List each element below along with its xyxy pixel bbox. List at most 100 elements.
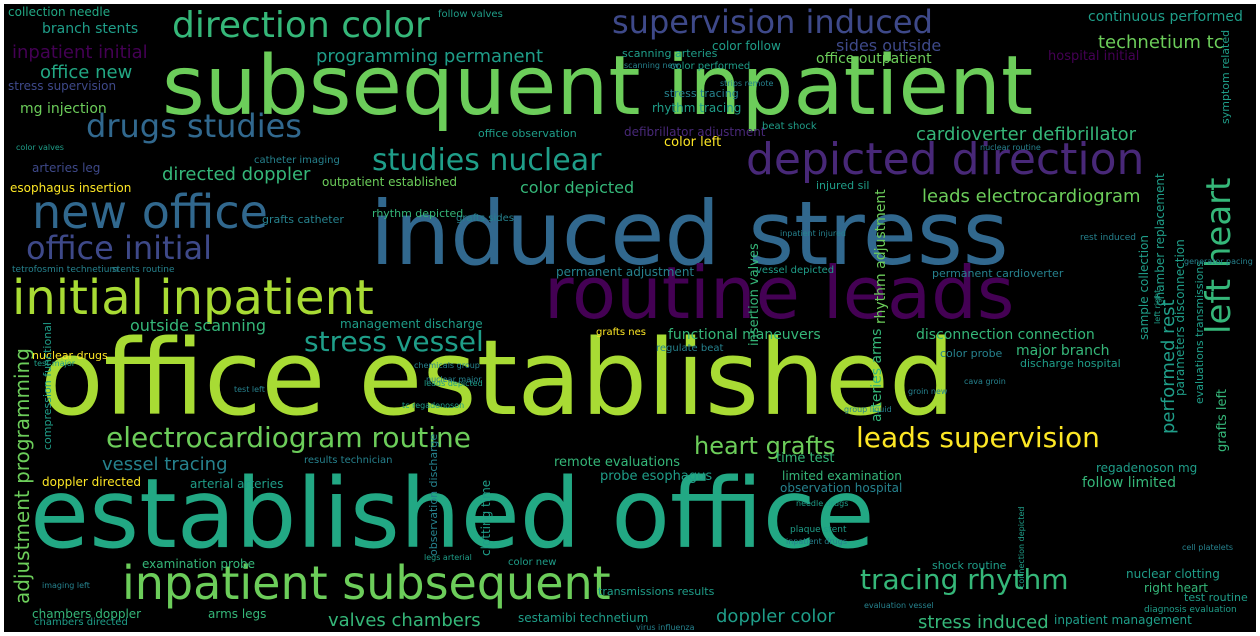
word-stress-induced: stress induced: [918, 612, 1049, 632]
word-color-valves: color valves: [16, 143, 64, 152]
word-rhythm-depicted: rhythm depicted: [372, 207, 464, 220]
word-esophagus-insertion: esophagus insertion: [10, 181, 132, 195]
word-technetium-tc: technetium tc: [1098, 32, 1224, 53]
word-leads-electrocardiogram: leads electrocardiogram: [922, 186, 1141, 207]
word-cava-groin: cava groin: [964, 377, 1006, 386]
word-left-heart: left heart: [1199, 177, 1239, 335]
word-group-liquid: group liquid: [844, 405, 892, 414]
word-legs-arterial: legs arterial: [424, 553, 472, 562]
word-transmissions-results: transmissions results: [598, 585, 715, 598]
word-beat-shock: beat shock: [762, 121, 817, 132]
word-chambers-directed: chambers directed: [34, 617, 128, 628]
word-inpatient-subsequent: inpatient subsequent: [122, 556, 611, 610]
word-doppler-color: doppler color: [716, 606, 835, 627]
word-groin-new: groin new: [908, 387, 948, 396]
word-grafts-sides: grafts sides: [456, 213, 514, 224]
word-programming-permanent: programming permanent: [316, 46, 544, 67]
word-stress-tracing: stress tracing: [664, 87, 739, 100]
word-rhythm-tracing: rhythm tracing: [652, 101, 742, 115]
word-symptom-related: symptom related: [1219, 29, 1232, 124]
word-nuclear-drugs: nuclear drugs: [32, 349, 108, 362]
word-outpatient-established: outpatient established: [322, 175, 458, 189]
word-adjustment-programming: adjustment programming: [10, 348, 34, 604]
word-time-test: time test: [776, 451, 835, 466]
word-scanning-arteries: scanning arteries: [622, 47, 718, 60]
word-observation-hospital: observation hospital: [780, 481, 903, 495]
word-office-established: office established: [40, 317, 955, 439]
word-regulate-beat: regulate beat: [656, 343, 724, 354]
word-needle-drugs: needle drugs: [796, 499, 849, 508]
word-examination-probe: examination probe: [142, 557, 256, 571]
word-sides-outside: sides outside: [836, 36, 942, 55]
word-induced-stress: induced stress: [370, 182, 1009, 285]
word-cloud: office established established office subs…: [4, 4, 1256, 632]
word-imaging-left: imaging left: [42, 581, 90, 590]
word-injured-sil: injured sil: [816, 179, 870, 192]
word-management-discharge: management discharge: [340, 317, 483, 331]
word-office-observation: office observation: [478, 127, 577, 140]
word-hospital-initial: hospital initial: [1048, 49, 1140, 64]
word-color-new: color new: [508, 557, 557, 568]
word-evaluation-vessel: evaluation vessel: [864, 601, 934, 610]
word-vessel-depicted: vessel depicted: [756, 265, 835, 276]
word-test-major: test major: [34, 359, 76, 368]
word-new-office: new office: [32, 185, 268, 239]
word-major-branch: major branch: [1016, 343, 1110, 359]
word-color-left: color left: [664, 135, 722, 150]
word-initial-inpatient: initial inpatient: [12, 270, 374, 326]
word-supervision-induced: supervision induced: [612, 4, 933, 41]
word-rhythm-adjustment: rhythm adjustment: [873, 189, 889, 324]
word-permanent-cardioverter: permanent cardioverter: [932, 267, 1064, 280]
word-grafts-catheter: grafts catheter: [262, 213, 344, 226]
word-compression-functional: compression functional: [41, 322, 54, 450]
word-tc-regadenoson: tc regadenoson: [402, 401, 465, 410]
word-depicted-direction: depicted direction: [746, 134, 1145, 185]
word-limited-examination: limited examination: [782, 469, 902, 483]
word-collection-needle: collection needle: [8, 5, 111, 19]
word-stress-supervision: stress supervision: [8, 79, 117, 93]
word-vessel-tracing: vessel tracing: [102, 454, 228, 475]
word-color-performed: color performed: [670, 61, 751, 72]
word-insertion-valves: insertion valves: [747, 243, 762, 346]
word-shock-routine: shock routine: [932, 559, 1007, 572]
word-generator-pacing: generator pacing: [1184, 257, 1253, 266]
word-office-new: office new: [40, 62, 133, 83]
word-follow-limited: follow limited: [1082, 475, 1177, 491]
word-mg-injection: mg injection: [20, 101, 107, 117]
word-subsequent-inpatient: subsequent inpatient: [162, 39, 1034, 134]
word-catheter-imaging: catheter imaging: [254, 155, 340, 166]
word-leads-supervision: leads supervision: [856, 421, 1100, 454]
word-grafts-nes: grafts nes: [596, 327, 646, 338]
word-test-routine: test routine: [1184, 591, 1248, 604]
word-virus-influenza: virus influenza: [636, 623, 695, 632]
word-test-left: test left: [234, 385, 265, 394]
word-tracing-rhythm: tracing rhythm: [860, 563, 1069, 596]
word-discharge-hospital: discharge hospital: [1020, 357, 1121, 370]
word-studies-nuclear: studies nuclear: [372, 143, 602, 178]
word-color-probe: color probe: [940, 347, 1003, 360]
word-nuclear-major: nuclear major: [426, 375, 482, 384]
word-branch-stents: branch stents: [42, 21, 139, 37]
word-scanning-new: scanning new: [624, 61, 680, 70]
word-office-initial: office initial: [26, 229, 212, 267]
word-rest-induced: rest induced: [1080, 233, 1136, 243]
word-cardioverter-defibrillator: cardioverter defibrillator: [916, 124, 1136, 145]
word-nuclear-routine: nuclear routine: [980, 143, 1041, 152]
word-leads-depicted: leads depicted: [424, 379, 483, 388]
word-clotting-time: clotting time: [479, 479, 493, 556]
word-functional-maneuvers: functional maneuvers: [668, 327, 821, 343]
word-electrocardiogram-routine: electrocardiogram routine: [106, 421, 472, 454]
word-defibrillator-adjustment: defibrillator adjustment: [624, 125, 766, 139]
word-continuous-performed: continuous performed: [1088, 9, 1243, 25]
word-heart-grafts: heart grafts: [694, 432, 836, 460]
word-office-outpatient: office outpatient: [816, 51, 932, 67]
word-permanent-adjustment: permanent adjustment: [556, 265, 695, 279]
word-color-depicted: color depicted: [520, 178, 635, 197]
word-stress-vessel: stress vessel: [304, 325, 484, 358]
word-routine-leads: routine leads: [544, 251, 1015, 335]
word-grafts-left: grafts left: [1215, 389, 1230, 452]
word-arterial-arteries: arterial arteries: [190, 477, 284, 491]
word-right-heart: right heart: [1144, 581, 1208, 595]
word-nuclear-clotting: nuclear clotting: [1126, 567, 1220, 581]
word-left-right: left right: [1153, 289, 1162, 324]
